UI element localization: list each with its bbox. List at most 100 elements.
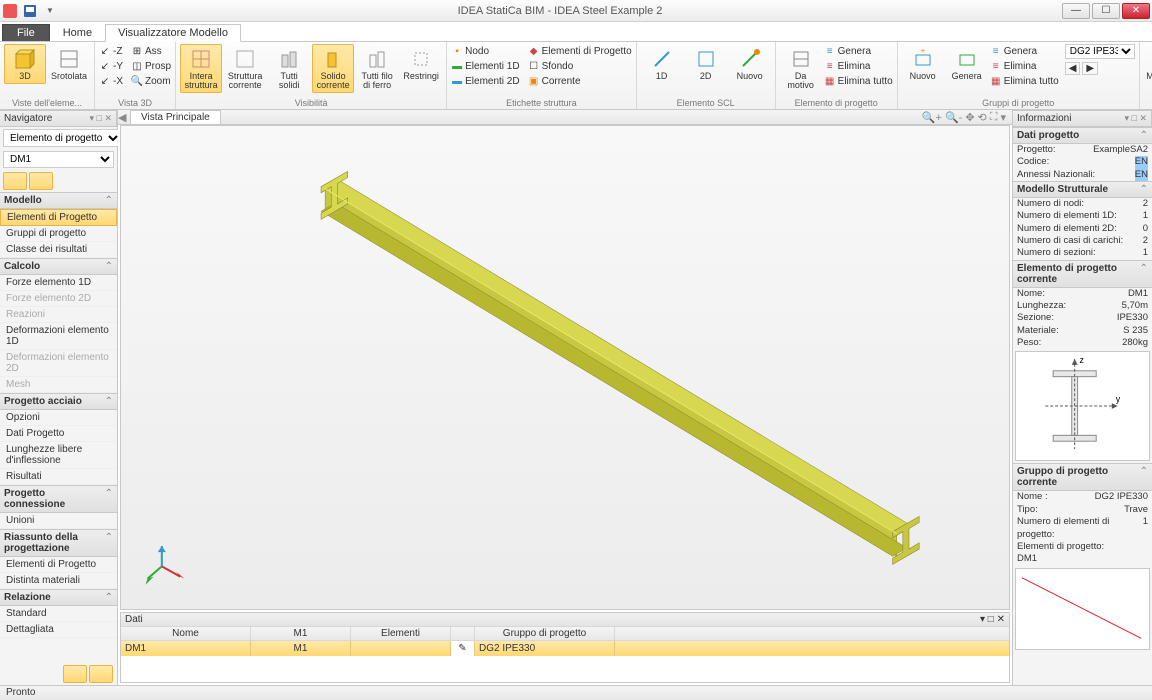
item-unioni[interactable]: Unioni — [0, 513, 117, 529]
sec-dati-progetto[interactable]: Dati progetto⌃ — [1013, 127, 1152, 144]
tab-home[interactable]: Home — [50, 24, 105, 41]
dropdown-icon[interactable]: ▼ — [42, 3, 58, 19]
fit-icon[interactable]: ⛶ — [990, 111, 998, 124]
save-icon[interactable] — [22, 3, 38, 19]
item-forze2d: Forze elemento 2D — [0, 291, 117, 307]
group-preview — [1015, 568, 1150, 650]
svg-text:z: z — [1080, 355, 1084, 365]
quick-access-toolbar: ▼ — [2, 3, 58, 19]
chk-nodo[interactable]: ▪Nodo — [451, 44, 519, 59]
viewport-3d[interactable] — [120, 125, 1010, 610]
btn-ass[interactable]: ⊞Ass — [131, 44, 171, 59]
btn-2d[interactable]: 2D — [685, 44, 727, 84]
title-bar: ▼ IDEA StatiCa BIM - IDEA Steel Example … — [0, 0, 1152, 22]
btn-da-motivo[interactable]: Da motivo — [780, 44, 822, 93]
chk-corrente[interactable]: ▣Corrente — [528, 74, 632, 89]
btn-elimina-tutto-gp[interactable]: ▦Elimina tutto — [990, 74, 1059, 89]
zoom-out-icon[interactable]: 🔍- — [945, 111, 962, 124]
item-classe[interactable]: Classe dei risultati — [0, 242, 117, 258]
btn-materiale[interactable]: Materiale — [1144, 44, 1152, 84]
chk-el1d[interactable]: ▬Elementi 1D — [451, 59, 519, 74]
sec-elem-corrente[interactable]: Elemento di progetto corrente⌃ — [1013, 260, 1152, 288]
chk-sfondo[interactable]: ☐Sfondo — [528, 59, 632, 74]
item-riass-elementi[interactable]: Elementi di Progetto — [0, 557, 117, 573]
table-row[interactable]: DM1 M1 ✎ DG2 IPE330 — [121, 641, 1009, 656]
item-def2d: Deformazioni elemento 2D — [0, 350, 117, 377]
view-dd-icon[interactable]: ▾ — [1000, 111, 1006, 124]
window-title: IDEA StatiCa BIM - IDEA Steel Example 2 — [58, 5, 1062, 17]
item-distinta[interactable]: Distinta materiali — [0, 573, 117, 589]
btn-x[interactable]: ↙-X — [99, 74, 123, 89]
btn-genera-gp2[interactable]: ≡Genera — [990, 44, 1059, 59]
btn-nuovo-gp[interactable]: +Nuovo — [902, 44, 944, 89]
viewtab-prev-icon[interactable]: ◀ — [118, 111, 126, 124]
app-icon — [2, 3, 18, 19]
sec-conn[interactable]: Progetto connessione⌃ — [0, 485, 117, 513]
edit-icon: ✎ — [451, 641, 475, 656]
item-risultati[interactable]: Risultati — [0, 469, 117, 485]
chk-elprog[interactable]: ◆Elementi di Progetto — [528, 44, 632, 59]
sec-calcolo[interactable]: Calcolo⌃ — [0, 258, 117, 275]
nav-prev[interactable] — [3, 172, 27, 190]
nav-combo-type[interactable]: Elemento di progetto — [3, 129, 122, 147]
sec-riassunto[interactable]: Riassunto della progettazione⌃ — [0, 529, 117, 557]
chk-el2d[interactable]: ▬Elementi 2D — [451, 74, 519, 89]
arrow-right-icon[interactable]: ▶ — [1082, 62, 1098, 75]
btn-elimina-gp[interactable]: ≡Elimina — [990, 59, 1059, 74]
item-elementi-progetto[interactable]: Elementi di Progetto — [0, 209, 117, 226]
ribbon: 3D Srotolata Viste dell'eleme... ↙-Z ↙-Y… — [0, 42, 1152, 110]
btn-genera-gp[interactable]: Genera — [946, 44, 988, 89]
combo-gruppo[interactable]: DG2 IPE330 — [1065, 44, 1135, 59]
sec-modello[interactable]: Modello⌃ — [0, 192, 117, 209]
btn-intera-struttura[interactable]: Intera struttura — [180, 44, 222, 93]
tab-vista-principale[interactable]: Vista Principale — [130, 110, 221, 124]
pan-icon[interactable]: ✥ — [965, 111, 974, 124]
btn-1d[interactable]: 1D — [641, 44, 683, 84]
sec-acciaio[interactable]: Progetto acciaio⌃ — [0, 393, 117, 410]
btn-srotolata[interactable]: Srotolata — [48, 44, 90, 84]
btn-3d[interactable]: 3D — [4, 44, 46, 84]
rotate-icon[interactable]: ⟲ — [978, 111, 987, 124]
item-opzioni[interactable]: Opzioni — [0, 410, 117, 426]
btn-elimina-ep[interactable]: ≡Elimina — [824, 59, 893, 74]
nav-bottom-btn2[interactable] — [89, 665, 113, 683]
navigator-header: Navigatore▾ □ ✕ — [0, 110, 117, 127]
btn-z[interactable]: ↙-Z — [99, 44, 123, 59]
arrow-left-icon[interactable]: ◀ — [1065, 62, 1081, 75]
btn-elimina-tutto-ep[interactable]: ▦Elimina tutto — [824, 74, 893, 89]
btn-y[interactable]: ↙-Y — [99, 59, 123, 74]
maximize-button[interactable]: ☐ — [1092, 3, 1120, 19]
status-bar: Pronto — [0, 685, 1152, 700]
item-dati-progetto[interactable]: Dati Progetto — [0, 426, 117, 442]
btn-nuovo-scl[interactable]: Nuovo — [729, 44, 771, 84]
navigator-panel: Navigatore▾ □ ✕ Elemento di progetto DM1… — [0, 110, 118, 685]
btn-filo-ferro[interactable]: Tutti filo di ferro — [356, 44, 398, 93]
item-dettagliata[interactable]: Dettagliata — [0, 622, 117, 638]
item-gruppi[interactable]: Gruppi di progetto — [0, 226, 117, 242]
sec-gruppo-corrente[interactable]: Gruppo di progetto corrente⌃ — [1013, 463, 1152, 491]
close-button[interactable]: ✕ — [1122, 3, 1150, 19]
tab-file[interactable]: File — [2, 24, 50, 41]
item-reazioni: Reazioni — [0, 307, 117, 323]
btn-prosp[interactable]: ◫Prosp — [131, 59, 171, 74]
nav-next[interactable] — [29, 172, 53, 190]
window-buttons: — ☐ ✕ — [1062, 3, 1150, 19]
item-standard[interactable]: Standard — [0, 606, 117, 622]
btn-restringi[interactable]: Restringi — [400, 44, 442, 93]
zoom-in-icon[interactable]: 🔍+ — [922, 111, 942, 124]
item-def1d[interactable]: Deformazioni elemento 1D — [0, 323, 117, 350]
sec-relazione[interactable]: Relazione⌃ — [0, 589, 117, 606]
item-lunghezze[interactable]: Lunghezze libere d'inflessione — [0, 442, 117, 469]
nav-combo-element[interactable]: DM1 — [3, 151, 114, 168]
minimize-button[interactable]: — — [1062, 3, 1090, 19]
btn-solido-corrente[interactable]: Solido corrente — [312, 44, 354, 93]
btn-tutti-solidi[interactable]: Tutti solidi — [268, 44, 310, 93]
nav-bottom-btn1[interactable] — [63, 665, 87, 683]
viewport-tabs: ◀ Vista Principale 🔍+ 🔍- ✥ ⟲ ⛶ ▾ — [118, 110, 1012, 125]
item-forze1d[interactable]: Forze elemento 1D — [0, 275, 117, 291]
sec-modello-strutt[interactable]: Modello Strutturale⌃ — [1013, 181, 1152, 198]
btn-zoom[interactable]: 🔍Zoom — [131, 74, 171, 89]
tab-visualizzatore[interactable]: Visualizzatore Modello — [105, 24, 241, 42]
btn-genera-ep[interactable]: ≡Genera — [824, 44, 893, 59]
btn-struttura-corrente[interactable]: Struttura corrente — [224, 44, 266, 93]
